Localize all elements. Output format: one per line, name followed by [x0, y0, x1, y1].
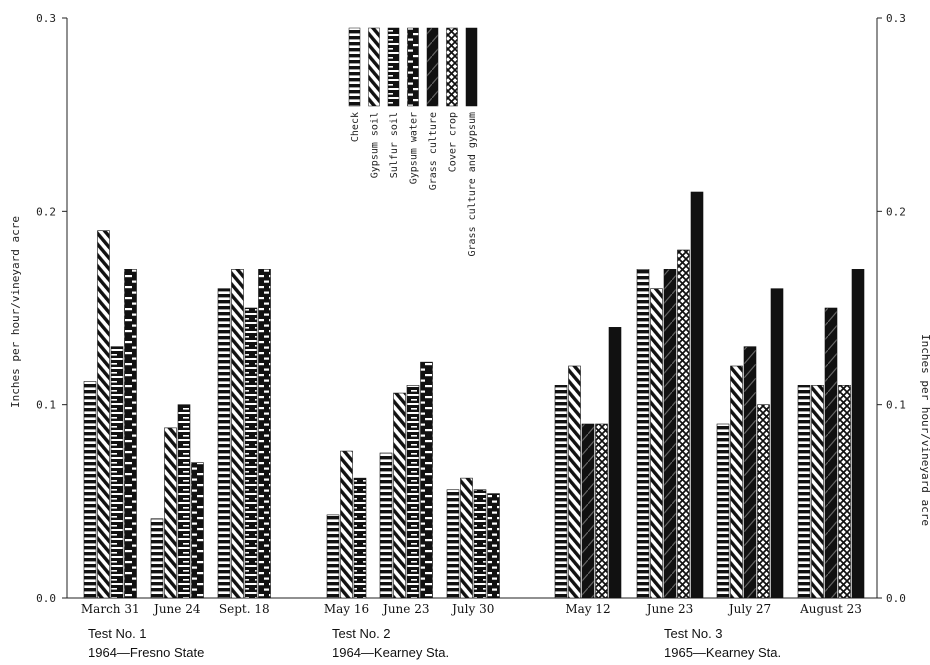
- legend-swatch: [465, 27, 478, 107]
- y-axis-title: Inches per hour/vineyard acre: [9, 216, 22, 408]
- y-tick-label: 0.2: [36, 205, 56, 218]
- bar-solid-light: [581, 423, 595, 599]
- x-tick-label: July 27: [727, 602, 771, 616]
- bar-solid-light: [663, 269, 677, 599]
- bars: [83, 191, 865, 599]
- legend-swatch: [446, 27, 458, 107]
- bar-cross: [595, 423, 608, 599]
- bar-blocks: [406, 385, 420, 599]
- x-tick-label: June 23: [381, 602, 429, 616]
- bar-blocks: [353, 477, 367, 599]
- bar-diag: [730, 365, 743, 599]
- x-tick-label: August 23: [799, 602, 862, 616]
- y-tick-label: 0.0: [36, 592, 56, 605]
- bar-cross: [677, 249, 690, 599]
- y-ticks-right: 0.0 0.1 0.2 0.3: [877, 12, 906, 605]
- bar-blocks: [177, 404, 191, 599]
- bar-blocks: [110, 346, 124, 599]
- bar-diag: [164, 427, 177, 599]
- bar-solid: [608, 327, 622, 599]
- legend-swatch: [407, 27, 419, 107]
- bar-solid-light: [824, 307, 838, 599]
- legend-label: Grass culture and gypsum: [467, 112, 478, 257]
- x-tick-label: July 30: [450, 602, 494, 616]
- test-2-label: Test No. 2 1964—Kearney Sta.: [332, 624, 449, 662]
- test-3-label: Test No. 3 1965—Kearney Sta.: [664, 624, 781, 662]
- bar-dashes: [124, 269, 137, 599]
- test-2-subtitle: 1964—Kearney Sta.: [332, 645, 450, 660]
- y-tick-label-right: 0.2: [886, 205, 906, 218]
- bar-dashes: [258, 269, 271, 599]
- bar-cross: [838, 385, 851, 599]
- x-tick-label: May 12: [565, 602, 610, 616]
- bar-dashes: [487, 493, 500, 599]
- bar-dashes: [420, 361, 433, 599]
- bar-hbars: [636, 269, 650, 599]
- y-axis-title-right: Inches per hour/vineyard acre: [919, 334, 930, 526]
- legend-swatch: [426, 27, 439, 107]
- test-2-title: Test No. 2: [332, 626, 391, 641]
- x-tick-labels: March 31 June 24 Sept. 18 May 16 June 23 July…: [81, 602, 862, 616]
- test-1-label: Test No. 1 1964—Fresno State: [88, 624, 204, 662]
- bar-diag: [393, 392, 406, 599]
- legend-label: Cover crop: [448, 112, 459, 172]
- legend-label: Gypsum water: [409, 112, 420, 184]
- legend: Check Gypsum soil Sulfur soil Gypsum water G…: [348, 27, 478, 257]
- x-tick-label: May 16: [324, 602, 369, 616]
- bar-diag: [460, 477, 473, 599]
- bar-blocks: [473, 489, 487, 599]
- bar-diag: [231, 269, 244, 599]
- bar-diag: [568, 365, 581, 599]
- bar-hbars: [83, 381, 97, 599]
- bar-diag: [650, 288, 663, 599]
- bar-solid-light: [743, 346, 757, 599]
- test-1-subtitle: 1964—Fresno State: [88, 645, 205, 660]
- y-tick-label-right: 0.1: [886, 399, 906, 412]
- bar-hbars: [150, 518, 164, 599]
- bar-dashes: [191, 462, 204, 599]
- bar-hbars: [217, 288, 231, 599]
- x-tick-label: March 31: [81, 602, 140, 616]
- legend-label: Gypsum soil: [370, 112, 381, 178]
- y-tick-label: 0.1: [36, 399, 56, 412]
- y-tick-label-right: 0.3: [886, 12, 906, 25]
- legend-label: Check: [350, 112, 361, 142]
- legend-swatch: [368, 27, 380, 107]
- bar-solid: [851, 269, 865, 599]
- bar-solid: [690, 191, 704, 599]
- bar-solid: [770, 288, 784, 599]
- y-tick-label: 0.3: [36, 12, 56, 25]
- bar-diag: [97, 230, 110, 599]
- x-tick-label: Sept. 18: [219, 602, 270, 616]
- bar-hbars: [716, 423, 730, 599]
- x-tick-label: June 23: [645, 602, 693, 616]
- bar-blocks: [244, 307, 258, 599]
- legend-label: Sulfur soil: [389, 112, 400, 178]
- legend-swatch: [348, 27, 361, 107]
- y-ticks-left: 0.0 0.1 0.2 0.3: [36, 12, 67, 605]
- bar-hbars: [326, 514, 340, 599]
- legend-label: Grass culture: [428, 112, 439, 190]
- legend-swatch: [387, 27, 400, 107]
- y-tick-label-right: 0.0: [886, 592, 906, 605]
- bar-hbars: [797, 385, 811, 599]
- bar-hbars: [446, 489, 460, 599]
- bar-cross: [757, 404, 770, 599]
- bar-hbars: [554, 385, 568, 599]
- test-1-title: Test No. 1: [88, 626, 147, 641]
- test-3-subtitle: 1965—Kearney Sta.: [664, 645, 782, 660]
- x-tick-label: June 24: [152, 602, 201, 616]
- bar-diag: [340, 450, 353, 599]
- bar-hbars: [379, 452, 393, 599]
- test-3-title: Test No. 3: [664, 626, 723, 641]
- bar-diag: [811, 385, 824, 599]
